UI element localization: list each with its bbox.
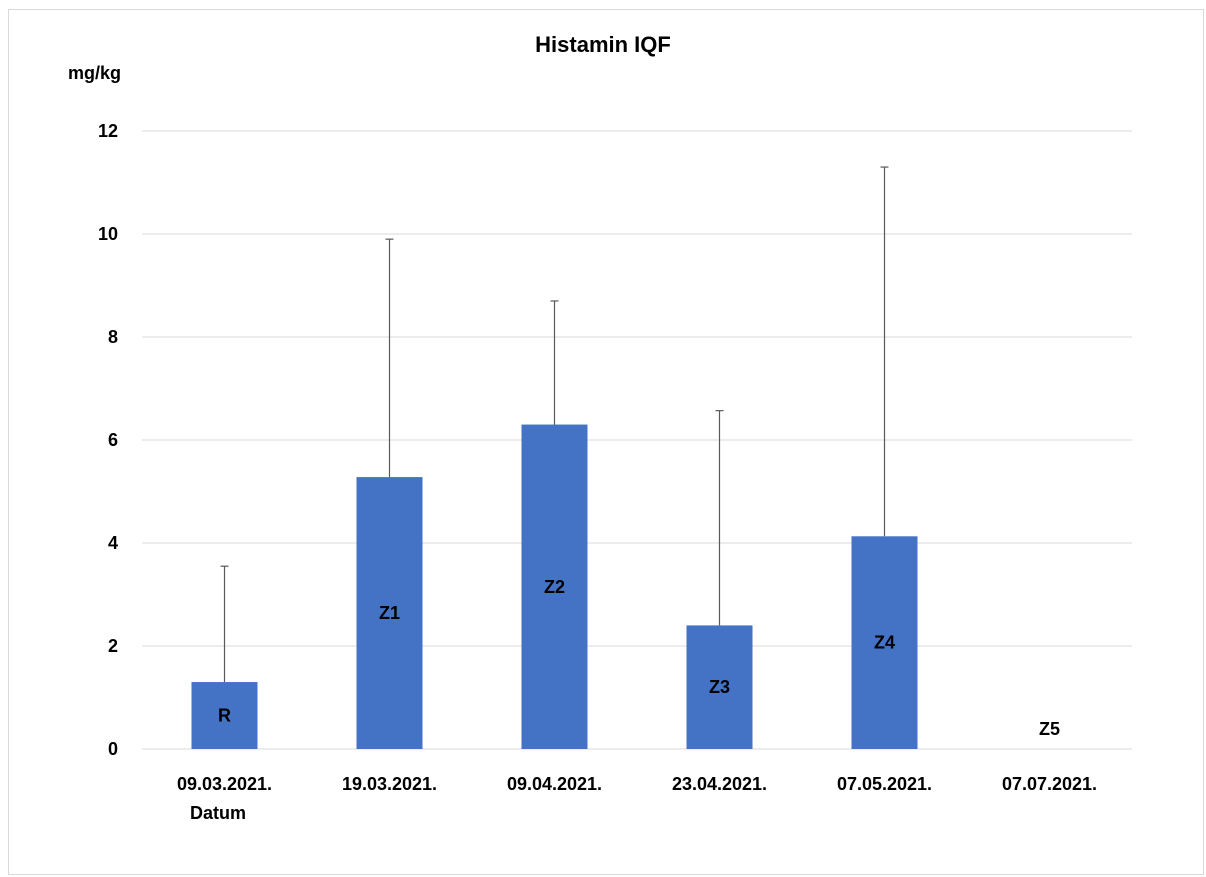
y-tick-label: 4 [108, 533, 118, 553]
x-axis-label: Datum [190, 803, 247, 823]
data-label: Z2 [544, 577, 565, 597]
bar [686, 625, 753, 749]
y-tick-label: 2 [108, 636, 118, 656]
x-tick-label: 07.07.2021. [1002, 774, 1097, 794]
data-label: Z1 [379, 603, 400, 623]
bar [356, 477, 423, 749]
x-tick-label: 07.05.2021. [837, 774, 932, 794]
data-label: Z5 [1039, 719, 1060, 739]
y-tick-label: 0 [108, 739, 118, 759]
y-tick-label: 12 [98, 121, 118, 141]
chart-title: Histamin IQF [535, 32, 671, 57]
bar [191, 682, 258, 749]
x-tick-label: 09.04.2021. [507, 774, 602, 794]
data-label: Z4 [874, 633, 895, 653]
y-tick-label: 8 [108, 327, 118, 347]
x-tick-label: 09.03.2021. [177, 774, 272, 794]
y-tick-label: 6 [108, 430, 118, 450]
bar [851, 536, 918, 749]
bar [521, 424, 588, 749]
x-tick-label: 23.04.2021. [672, 774, 767, 794]
x-tick-label: 19.03.2021. [342, 774, 437, 794]
y-tick-label: 10 [98, 224, 118, 244]
data-label: Z3 [709, 677, 730, 697]
data-label: R [218, 706, 231, 726]
y-axis-label: mg/kg [68, 63, 122, 83]
